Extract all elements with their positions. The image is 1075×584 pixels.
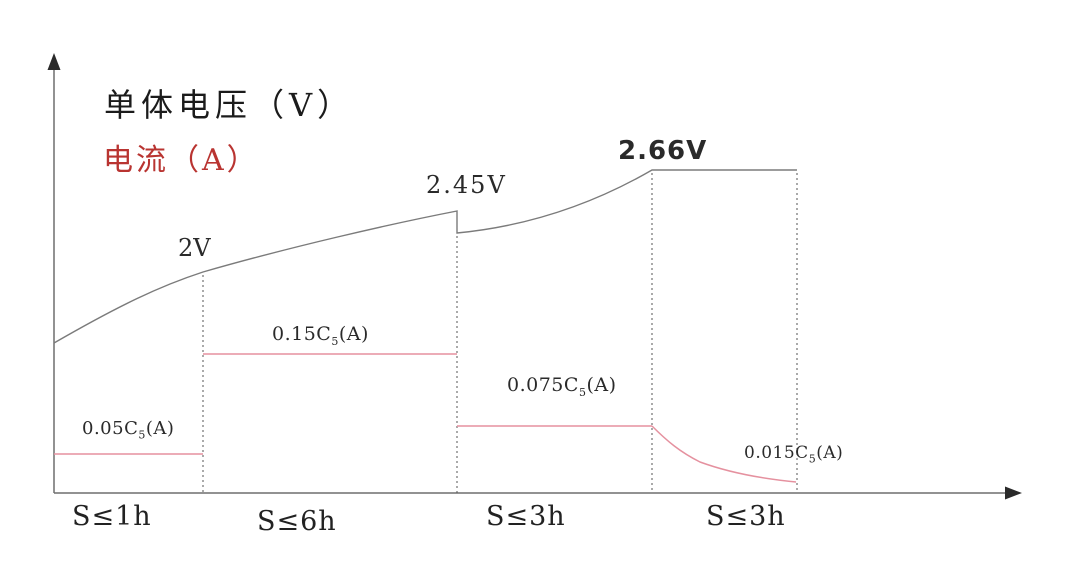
y-axis-arrow-icon <box>47 53 61 70</box>
voltage-curve <box>53 169 797 344</box>
label-text: 0.015C <box>744 443 809 463</box>
x-axis-arrow-icon <box>1005 486 1022 500</box>
current-decay-curve <box>651 425 797 483</box>
label-text: (A) <box>586 374 617 396</box>
current-annotation-stage-4: 0.015C5(A) <box>744 443 843 465</box>
label-text: (A) <box>816 443 844 463</box>
label-subscript: 5 <box>578 385 587 399</box>
label-text: 0.05C <box>82 418 139 439</box>
label-subscript: 5 <box>138 428 146 442</box>
label-text: (A) <box>338 323 369 345</box>
current-annotation-stage-3: 0.075C5(A) <box>507 374 616 399</box>
stage-duration-label-1: S≤1h <box>72 501 152 532</box>
label-text: 0.075C <box>507 374 579 396</box>
label-text: 0.15C <box>272 323 332 345</box>
stage-duration-label-2: S≤6h <box>257 506 337 537</box>
legend-current-label: 电流（A） <box>103 143 260 178</box>
voltage-annotation-2v: 2V <box>178 234 211 262</box>
voltage-annotation-2-45v: 2.45V <box>426 171 507 199</box>
label-subscript: 5 <box>331 334 339 348</box>
legend-voltage-label: 单体电压（V） <box>104 86 355 124</box>
stage-duration-label-3: S≤3h <box>486 501 566 532</box>
label-subscript: 5 <box>808 452 817 466</box>
label-text: (A) <box>145 418 175 439</box>
current-annotation-stage-2: 0.15C5(A) <box>272 323 369 348</box>
voltage-annotation-2-66v: 2.66V <box>618 136 708 166</box>
current-annotation-stage-1: 0.05C5(A) <box>82 418 174 442</box>
stage-duration-label-4: S≤3h <box>706 501 786 532</box>
